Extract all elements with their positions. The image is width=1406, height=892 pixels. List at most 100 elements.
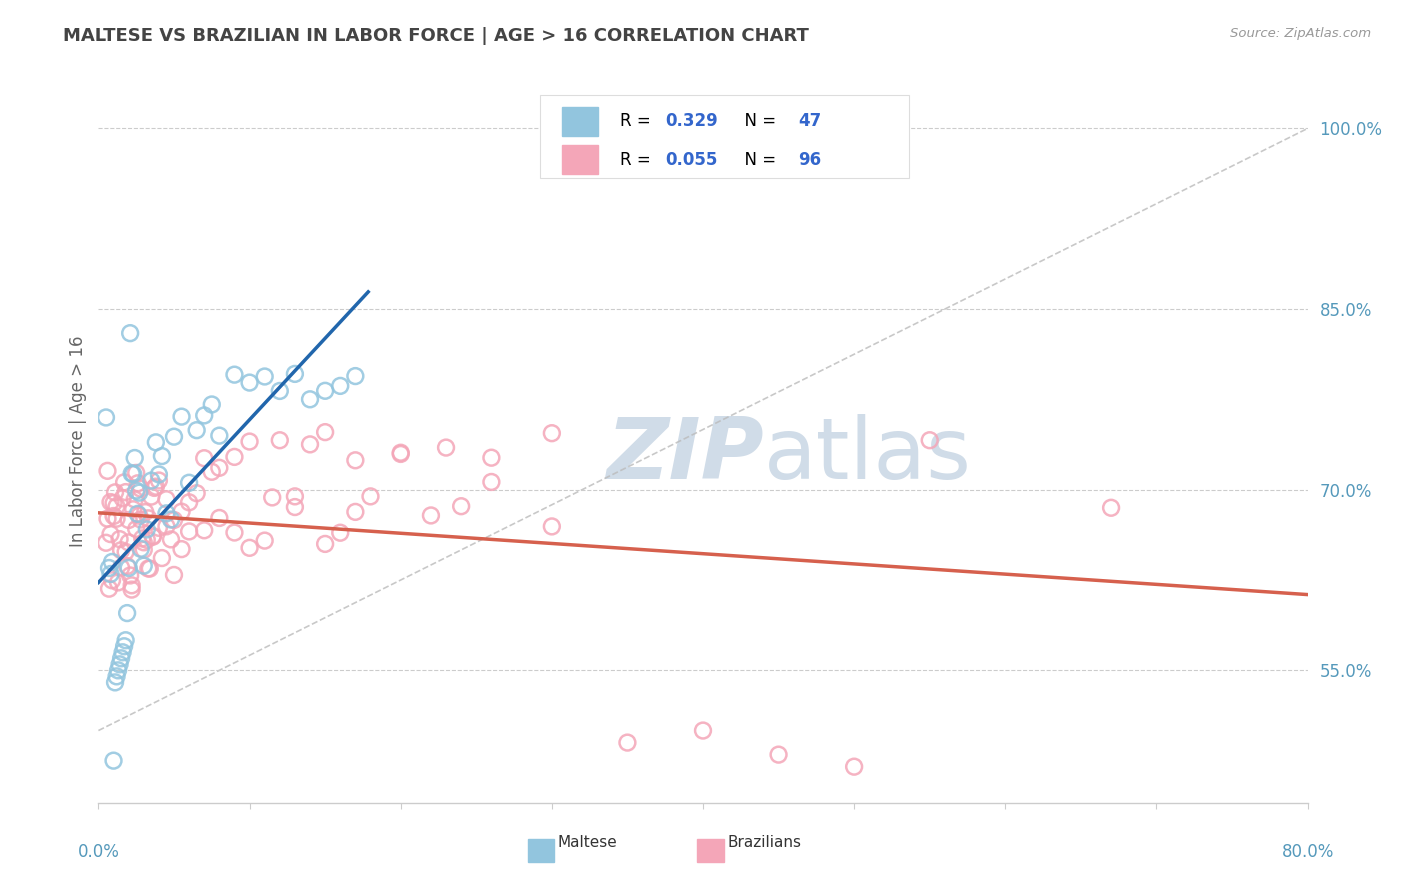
Point bbox=[141, 490, 163, 504]
Point bbox=[127, 476, 149, 491]
Point bbox=[110, 543, 132, 558]
Point bbox=[208, 428, 231, 442]
Text: R =: R = bbox=[620, 112, 655, 130]
Point bbox=[160, 512, 183, 526]
Point bbox=[141, 474, 163, 488]
Point bbox=[389, 447, 412, 461]
Point bbox=[193, 524, 215, 538]
Point bbox=[163, 430, 186, 444]
Text: 0.055: 0.055 bbox=[665, 151, 718, 169]
Point bbox=[314, 537, 336, 551]
Point bbox=[120, 326, 142, 341]
Point bbox=[142, 529, 165, 543]
Point bbox=[114, 545, 136, 559]
Point bbox=[150, 551, 173, 566]
Point bbox=[179, 495, 201, 509]
Point bbox=[253, 369, 276, 384]
Point bbox=[314, 384, 336, 398]
Point bbox=[170, 505, 193, 519]
Point bbox=[129, 512, 152, 526]
Text: N =: N = bbox=[734, 112, 782, 130]
Point bbox=[150, 449, 173, 463]
Point bbox=[262, 491, 284, 505]
Point bbox=[768, 747, 790, 762]
Point bbox=[329, 525, 352, 540]
Point bbox=[100, 495, 122, 509]
Point bbox=[111, 645, 134, 659]
Point bbox=[344, 505, 367, 519]
FancyBboxPatch shape bbox=[561, 107, 598, 136]
Point bbox=[112, 475, 135, 490]
Point bbox=[107, 664, 129, 678]
Point bbox=[179, 475, 201, 490]
Point bbox=[170, 542, 193, 557]
Point bbox=[108, 532, 131, 546]
Point bbox=[98, 561, 121, 575]
Point bbox=[155, 519, 177, 533]
Point bbox=[121, 467, 143, 481]
Point bbox=[434, 441, 457, 455]
Point bbox=[96, 511, 118, 525]
Text: 0.0%: 0.0% bbox=[77, 843, 120, 861]
Point bbox=[193, 409, 215, 423]
Point bbox=[114, 485, 136, 500]
Point bbox=[844, 760, 866, 774]
Point bbox=[299, 392, 322, 407]
FancyBboxPatch shape bbox=[540, 95, 908, 178]
Point bbox=[136, 561, 159, 575]
Text: Source: ZipAtlas.com: Source: ZipAtlas.com bbox=[1230, 27, 1371, 40]
Point bbox=[107, 575, 129, 590]
Text: 96: 96 bbox=[799, 151, 821, 169]
Point bbox=[299, 437, 322, 451]
Point bbox=[105, 500, 128, 514]
Point bbox=[114, 633, 136, 648]
Point bbox=[118, 513, 141, 527]
Point bbox=[135, 523, 157, 537]
Text: atlas: atlas bbox=[763, 415, 972, 498]
Point bbox=[239, 434, 262, 449]
Point bbox=[125, 466, 148, 480]
Point bbox=[284, 367, 307, 381]
Point bbox=[125, 522, 148, 536]
Point bbox=[132, 535, 155, 549]
Point bbox=[160, 533, 183, 547]
Point bbox=[142, 530, 165, 544]
Point bbox=[103, 508, 125, 523]
Point bbox=[314, 425, 336, 439]
Point bbox=[122, 502, 145, 516]
Point bbox=[105, 511, 128, 525]
Point bbox=[224, 450, 246, 464]
Point bbox=[481, 475, 503, 489]
Point bbox=[360, 489, 382, 503]
Point bbox=[239, 376, 262, 390]
Point bbox=[389, 446, 412, 460]
Point bbox=[481, 450, 503, 465]
Point bbox=[329, 379, 352, 393]
Point bbox=[101, 555, 124, 569]
Point bbox=[145, 435, 167, 450]
Point bbox=[132, 558, 155, 573]
Point bbox=[179, 524, 201, 539]
Point bbox=[344, 453, 367, 467]
Point bbox=[128, 508, 150, 523]
Point bbox=[110, 651, 132, 665]
Point bbox=[186, 486, 208, 500]
Point bbox=[103, 754, 125, 768]
Text: ZIP: ZIP bbox=[606, 415, 763, 498]
Point bbox=[101, 574, 124, 588]
Point bbox=[148, 474, 170, 488]
Point bbox=[201, 397, 224, 411]
Point bbox=[127, 507, 149, 521]
Point bbox=[120, 568, 142, 582]
Point bbox=[1099, 500, 1122, 515]
Point bbox=[269, 434, 291, 448]
Point bbox=[124, 450, 146, 465]
Point bbox=[540, 426, 562, 441]
Point bbox=[128, 485, 150, 500]
Point bbox=[193, 451, 215, 466]
Text: N =: N = bbox=[734, 151, 782, 169]
Point bbox=[143, 481, 166, 495]
Point bbox=[111, 491, 134, 506]
Point bbox=[253, 533, 276, 548]
Text: Brazilians: Brazilians bbox=[727, 835, 801, 850]
